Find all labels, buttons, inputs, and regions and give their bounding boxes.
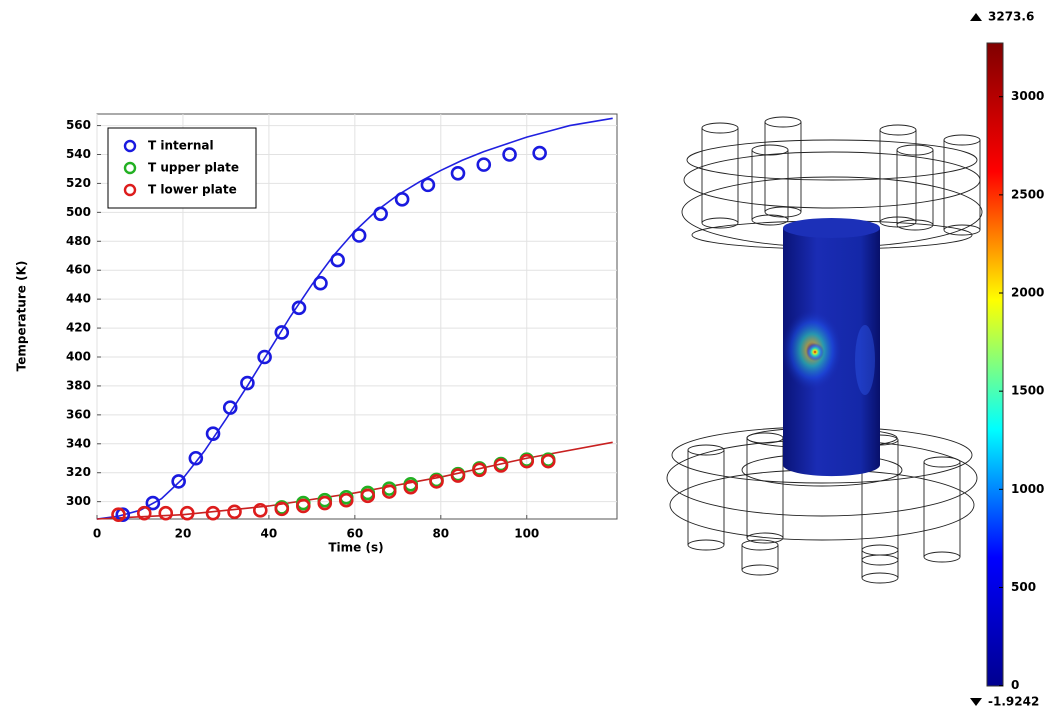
colorbar-scale	[987, 43, 1003, 686]
post-bottom	[688, 540, 724, 550]
post	[897, 150, 933, 225]
legend-label: T upper plate	[148, 161, 239, 175]
x-axis-label: Time (s)	[328, 541, 383, 555]
colorbar-tick-label: 3000	[1011, 89, 1044, 103]
colorbar-tick-label: 2500	[1011, 187, 1044, 201]
x-tick-label: 20	[175, 527, 192, 541]
post-bottom	[765, 207, 801, 217]
cylinder-top	[783, 218, 880, 238]
post-bottom	[862, 555, 898, 565]
colorbar-max: 3273.6	[988, 10, 1034, 24]
y-tick-label: 340	[66, 436, 91, 450]
y-tick-label: 500	[66, 205, 91, 219]
legend-label: T lower plate	[148, 183, 237, 197]
y-tick-label: 520	[66, 176, 91, 190]
post-bottom	[924, 552, 960, 562]
hot-spot	[806, 343, 824, 361]
y-axis-label: Temperature (K)	[15, 261, 29, 372]
max-marker	[970, 13, 982, 21]
post-top	[702, 123, 738, 133]
min-marker	[970, 698, 982, 706]
post-top	[742, 540, 778, 550]
colorbar-tick-label: 0	[1011, 678, 1019, 692]
colorbar-min: -1.9242	[988, 695, 1039, 709]
post-top	[862, 545, 898, 555]
post	[702, 128, 738, 223]
post	[752, 150, 788, 220]
post	[765, 122, 801, 212]
colorbar-tick-label: 1500	[1011, 384, 1044, 398]
post-top	[765, 117, 801, 127]
post-top	[880, 125, 916, 135]
colorbar: 0 500 1000 1500 2000 2500 3000 3273.6 -1.9242	[970, 10, 1044, 709]
page: Time (s) Temperature (K) 300 320 340 360 380…	[0, 0, 1049, 711]
3d-render	[667, 117, 982, 583]
post-top	[897, 145, 933, 155]
colorbar-tick-label: 1000	[1011, 482, 1044, 496]
post-bottom	[862, 573, 898, 583]
x-tick-label: 100	[514, 527, 539, 541]
plate	[670, 470, 974, 540]
legend-label: T internal	[148, 139, 214, 153]
y-tick-label: 480	[66, 234, 91, 248]
y-tick-label: 360	[66, 407, 91, 421]
y-tick-label: 460	[66, 263, 91, 277]
post-bottom	[752, 215, 788, 225]
x-tick-label: 0	[93, 527, 101, 541]
plot: Time (s) Temperature (K) 300 320 340 360 380…	[15, 114, 618, 555]
y-tick-label: 400	[66, 350, 91, 364]
post-bottom	[742, 565, 778, 575]
post	[880, 130, 916, 222]
post	[944, 140, 980, 230]
y-tick-label: 540	[66, 147, 91, 161]
post-top	[752, 145, 788, 155]
post	[747, 438, 783, 538]
y-tick-label: 300	[66, 494, 91, 508]
post-top	[924, 457, 960, 467]
y-tick-label: 420	[66, 321, 91, 335]
colorbar-tick-label: 500	[1011, 580, 1036, 594]
x-tick-label: 80	[432, 527, 449, 541]
post	[924, 462, 960, 557]
colorbar-tick-label: 2000	[1011, 286, 1044, 300]
y-tick-label: 380	[66, 378, 91, 392]
post-top	[747, 433, 783, 443]
y-tick-label: 560	[66, 118, 91, 132]
y-tick-label: 320	[66, 465, 91, 479]
y-tick-label: 440	[66, 292, 91, 306]
post-top	[944, 135, 980, 145]
side-glow	[855, 325, 875, 395]
x-tick-label: 40	[261, 527, 278, 541]
x-tick-label: 60	[346, 527, 363, 541]
